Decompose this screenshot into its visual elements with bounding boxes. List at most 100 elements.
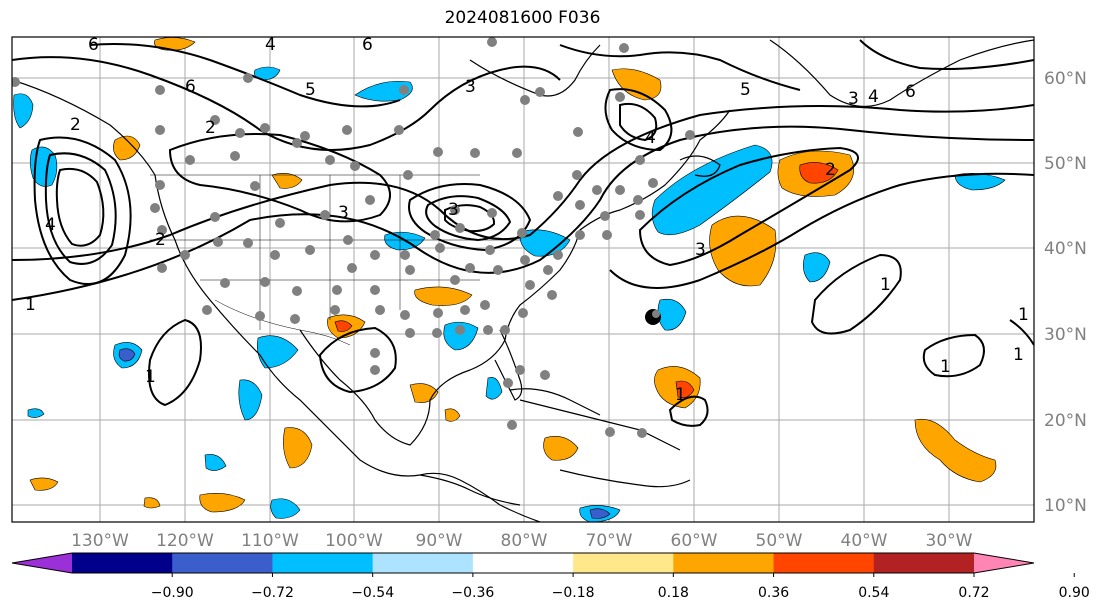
contour-label: 1 (1018, 305, 1029, 325)
coastlines (12, 39, 1034, 522)
colorbar-tick-label: −0.36 (451, 585, 494, 601)
contour-label: 4 (265, 35, 276, 55)
contour-label: 1 (940, 357, 951, 377)
colorbar-segment (72, 553, 173, 573)
lat-label: 60°N (1044, 69, 1087, 89)
anomaly-blue-canada (354, 81, 413, 102)
lon-label: 70°W (586, 531, 633, 551)
contour-label: 2 (825, 160, 836, 180)
colorbar-tick-label: −0.90 (151, 585, 194, 601)
lon-label: 100°W (325, 531, 383, 551)
colorbar-segment (372, 553, 474, 573)
anomaly-orange-pacific4 (143, 497, 161, 509)
contour-label: 3 (848, 89, 859, 109)
anomaly-blue-atlantic (651, 144, 773, 236)
south-america (559, 469, 691, 488)
north-america-coast (12, 79, 541, 522)
gulf-coast (299, 109, 731, 446)
colorbar-segment (172, 553, 273, 573)
anomaly-blue-pac-south (270, 498, 301, 519)
anomaly-orange-small5 (444, 408, 461, 422)
colorbar-tick-label: 0.72 (958, 585, 989, 601)
anomaly-blue-small1 (204, 454, 227, 471)
colorbar-arrow-high (974, 553, 1034, 573)
colorbar-segment (773, 553, 875, 573)
contour-label: 6 (88, 35, 99, 55)
anomaly-blue-gulf (443, 321, 479, 351)
colorbar-tick-label: −0.18 (552, 585, 595, 601)
anomaly-orange-plains (271, 173, 303, 189)
station-dots (12, 37, 695, 438)
anomaly-red-atlantic-n (799, 162, 839, 184)
contour-label: 4 (645, 128, 656, 148)
colorbar-segment (573, 553, 674, 573)
colorbar-tick-label: 0.36 (758, 585, 789, 601)
lon-label: 130°W (71, 531, 129, 551)
contour-label-group: 6 4 6 2 2 3 3 1 1 5 6 2 3 4 5 3 4 6 4 2 … (25, 35, 1029, 405)
newfoundland (679, 155, 721, 177)
contour-label: 3 (448, 200, 459, 220)
contour-label: 1 (25, 295, 36, 315)
colorbar-tick-label: −0.72 (251, 585, 294, 601)
contour-label: 4 (868, 87, 879, 107)
anomaly-purple-core (118, 348, 136, 362)
contour-label: 1 (880, 275, 891, 295)
map-title: 2024081600 F036 (444, 8, 601, 28)
anomaly-red-hurricane (675, 380, 695, 398)
contour-label: 1 (145, 367, 156, 387)
lon-label: 110°W (241, 531, 299, 551)
latitude-labels: 60°N 50°N 40°N 30°N 20°N 10°N (1044, 69, 1087, 516)
anomaly-blue-east (803, 252, 831, 283)
contour-label: 1 (675, 385, 686, 405)
map-border (11, 36, 1035, 523)
lat-label: 40°N (1044, 239, 1087, 259)
colorbar: −0.90 −0.72 −0.54 −0.36 −0.18 0.18 0.36 0.54 0.7… (11, 552, 1090, 601)
anomaly-orange-pacific2 (199, 493, 246, 513)
anomaly-orange-ne-atl (914, 418, 997, 483)
hudson-bay (469, 44, 601, 97)
colorbar-tick-label: −0.54 (351, 585, 394, 601)
lat-label: 10°N (1044, 496, 1087, 516)
cuba (509, 388, 601, 416)
contour-label: 6 (185, 77, 196, 97)
contour-label: 3 (338, 203, 349, 223)
contour-lines (12, 39, 1034, 427)
colorbar-segment (272, 553, 374, 573)
anomaly-blue-small3 (27, 408, 45, 418)
contour-label: 2 (70, 115, 81, 135)
lon-label: 90°W (416, 531, 463, 551)
contour-label: 1 (1013, 345, 1024, 365)
lon-label: 80°W (501, 531, 548, 551)
lon-label: 60°W (671, 531, 718, 551)
anomaly-orange-bc (113, 135, 141, 161)
contour-label: 2 (155, 230, 166, 250)
longitude-labels: 130°W 120°W 110°W 100°W 90°W 80°W 70°W 6… (71, 531, 973, 551)
lat-label: 30°N (1044, 325, 1087, 345)
anomaly-orange-carib (543, 436, 579, 461)
colorbar-tick-label: 0.90 (1059, 585, 1090, 601)
anomaly-blue-baja (238, 379, 263, 421)
lon-label: 120°W (156, 531, 214, 551)
anomaly-blue-nw (13, 93, 34, 129)
contour-label: 5 (740, 80, 751, 100)
lat-label: 20°N (1044, 411, 1087, 431)
contour-label: 2 (205, 118, 216, 138)
central-america (419, 474, 521, 506)
anomaly-orange-gulf (414, 286, 473, 306)
lat-label: 50°N (1044, 154, 1087, 174)
anomaly-blue-south-core (589, 508, 611, 519)
greenland (769, 39, 1034, 108)
contour-label: 4 (45, 215, 56, 235)
graticule (12, 37, 1034, 522)
lon-label: 30°W (926, 531, 973, 551)
caribbean-islands (519, 399, 681, 451)
colorbar-segment (673, 553, 775, 573)
colorbar-tick-label: 0.54 (858, 585, 889, 601)
lon-label: 40°W (841, 531, 888, 551)
contour-label: 6 (905, 82, 916, 102)
contour-label: 5 (305, 80, 316, 100)
lon-label: 50°W (756, 531, 803, 551)
anomaly-red-texas (334, 320, 353, 332)
shaded-anomalies (13, 37, 1006, 522)
